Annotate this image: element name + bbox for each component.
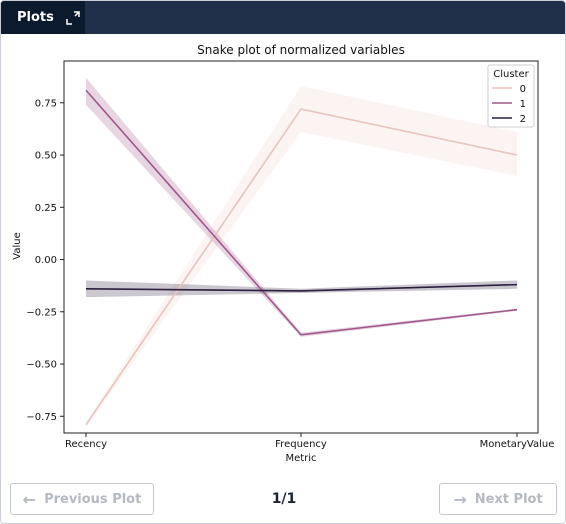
- snake-plot-chart: −0.75 −0.50 −0.25 0.00 0.25 0.50 0.75 Recency F…: [12, 43, 555, 464]
- page-indicator: 1/1: [271, 491, 297, 507]
- previous-plot-label: Previous Plot: [44, 491, 142, 507]
- y-tick-label: 0.00: [35, 255, 57, 266]
- legend-label-cluster-1: 1: [520, 99, 526, 110]
- previous-plot-button[interactable]: ← Previous Plot: [10, 483, 154, 515]
- legend-title: Cluster: [493, 69, 529, 80]
- chart-title: Snake plot of normalized variables: [197, 43, 405, 57]
- line-cluster-1: [85, 89, 518, 336]
- ci-band-cluster-2: [86, 280, 517, 298]
- y-axis-label: Value: [12, 232, 23, 259]
- x-tick-label: Frequency: [275, 439, 327, 450]
- y-tick-label: 0.75: [35, 98, 57, 109]
- legend-label-cluster-0: 0: [520, 84, 526, 95]
- legend-box: [487, 64, 535, 128]
- x-tick-label: MonetaryValue: [480, 439, 555, 450]
- next-plot-label: Next Plot: [474, 491, 543, 507]
- line-cluster-0: [85, 108, 518, 426]
- y-tick-label: −0.75: [26, 412, 57, 423]
- y-tick-label: −0.25: [26, 307, 57, 318]
- y-tick-label: 0.25: [35, 203, 57, 214]
- ci-band-cluster-0: [86, 86, 517, 427]
- expand-icon[interactable]: [66, 10, 80, 25]
- tab-plots[interactable]: Plots: [1, 1, 85, 34]
- y-tick-label: −0.50: [26, 360, 57, 371]
- arrow-right-icon: →: [453, 489, 467, 509]
- x-axis-label: Metric: [285, 453, 316, 464]
- line-cluster-2: [85, 283, 518, 292]
- arrow-left-icon: ←: [22, 489, 37, 509]
- plot-area: −0.75 −0.50 −0.25 0.00 0.25 0.50 0.75 Recency F…: [1, 37, 565, 467]
- panel-header: Plots: [1, 1, 565, 34]
- legend: Cluster 0 1 2: [487, 64, 535, 128]
- legend-label-cluster-2: 2: [520, 114, 526, 125]
- tab-plots-label: Plots: [17, 10, 54, 25]
- y-tick-label: 0.50: [35, 151, 57, 162]
- x-tick-label: Recency: [65, 439, 107, 450]
- plot-navigation: ← Previous Plot 1/1 → Next Plot: [1, 477, 565, 523]
- next-plot-button[interactable]: → Next Plot: [439, 483, 557, 515]
